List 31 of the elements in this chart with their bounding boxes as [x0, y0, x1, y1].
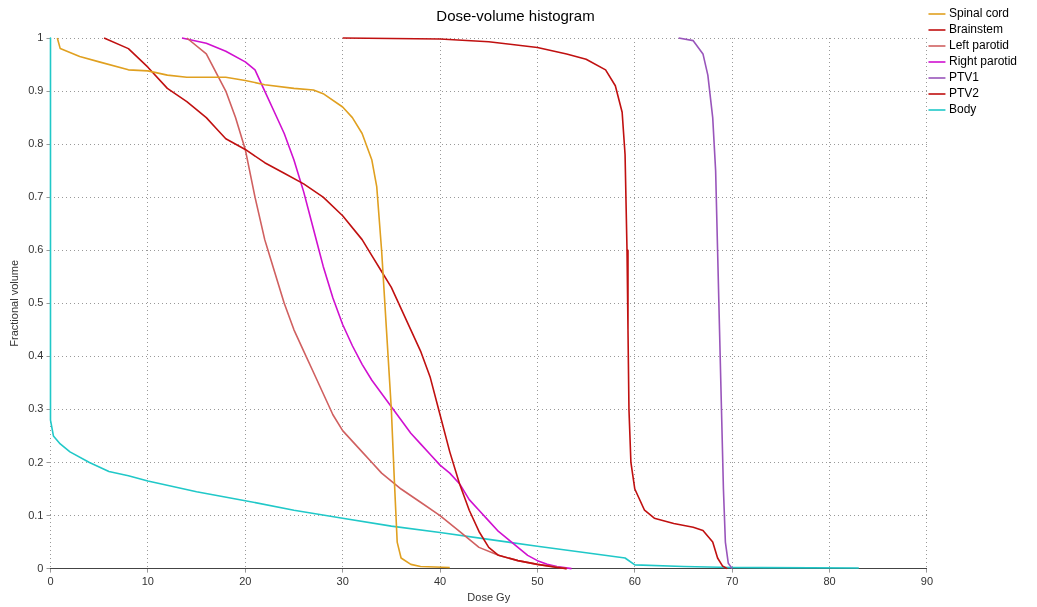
x-tick-label: 30: [336, 575, 349, 588]
legend-label: Brainstem: [948, 22, 1003, 37]
y-tick-label: 0.6: [28, 243, 44, 256]
x-tick-label: 40: [433, 575, 447, 588]
legend-label: PTV1: [948, 70, 980, 85]
y-tick-label: 0.4: [28, 349, 44, 362]
y-tick-label: 0.7: [28, 190, 44, 203]
chart-title: Dose-volume histogram: [436, 7, 595, 25]
x-tick-label: 10: [141, 575, 154, 588]
x-tick-label: 0: [47, 575, 54, 588]
y-tick-label: 0.5: [28, 296, 44, 309]
x-tick-label: 20: [239, 575, 252, 588]
y-tick-label: 0.1: [28, 508, 44, 521]
y-tick-label: 0.9: [28, 84, 44, 97]
legend-label: Left parotid: [948, 38, 1010, 53]
y-tick-label: 0.3: [28, 402, 44, 415]
x-axis-title: Dose Gy: [467, 591, 511, 604]
y-axis-title: Fractional volume: [7, 259, 20, 347]
y-tick-label: 0.2: [28, 455, 44, 468]
y-tick-label: 0: [37, 561, 44, 574]
x-tick-label: 70: [726, 575, 739, 588]
x-tick-label: 60: [628, 575, 641, 588]
x-tick-label: 50: [531, 575, 544, 588]
y-tick-label: 1: [37, 31, 44, 44]
x-tick-label: 80: [823, 575, 836, 588]
y-tick-label: 0.8: [28, 137, 44, 150]
x-tick-label: 90: [920, 575, 934, 588]
legend-label: Right parotid: [948, 54, 1018, 69]
legend-label: Body: [948, 102, 977, 117]
legend-label: Spinal cord: [948, 6, 1010, 21]
legend-label: PTV2: [948, 86, 980, 101]
